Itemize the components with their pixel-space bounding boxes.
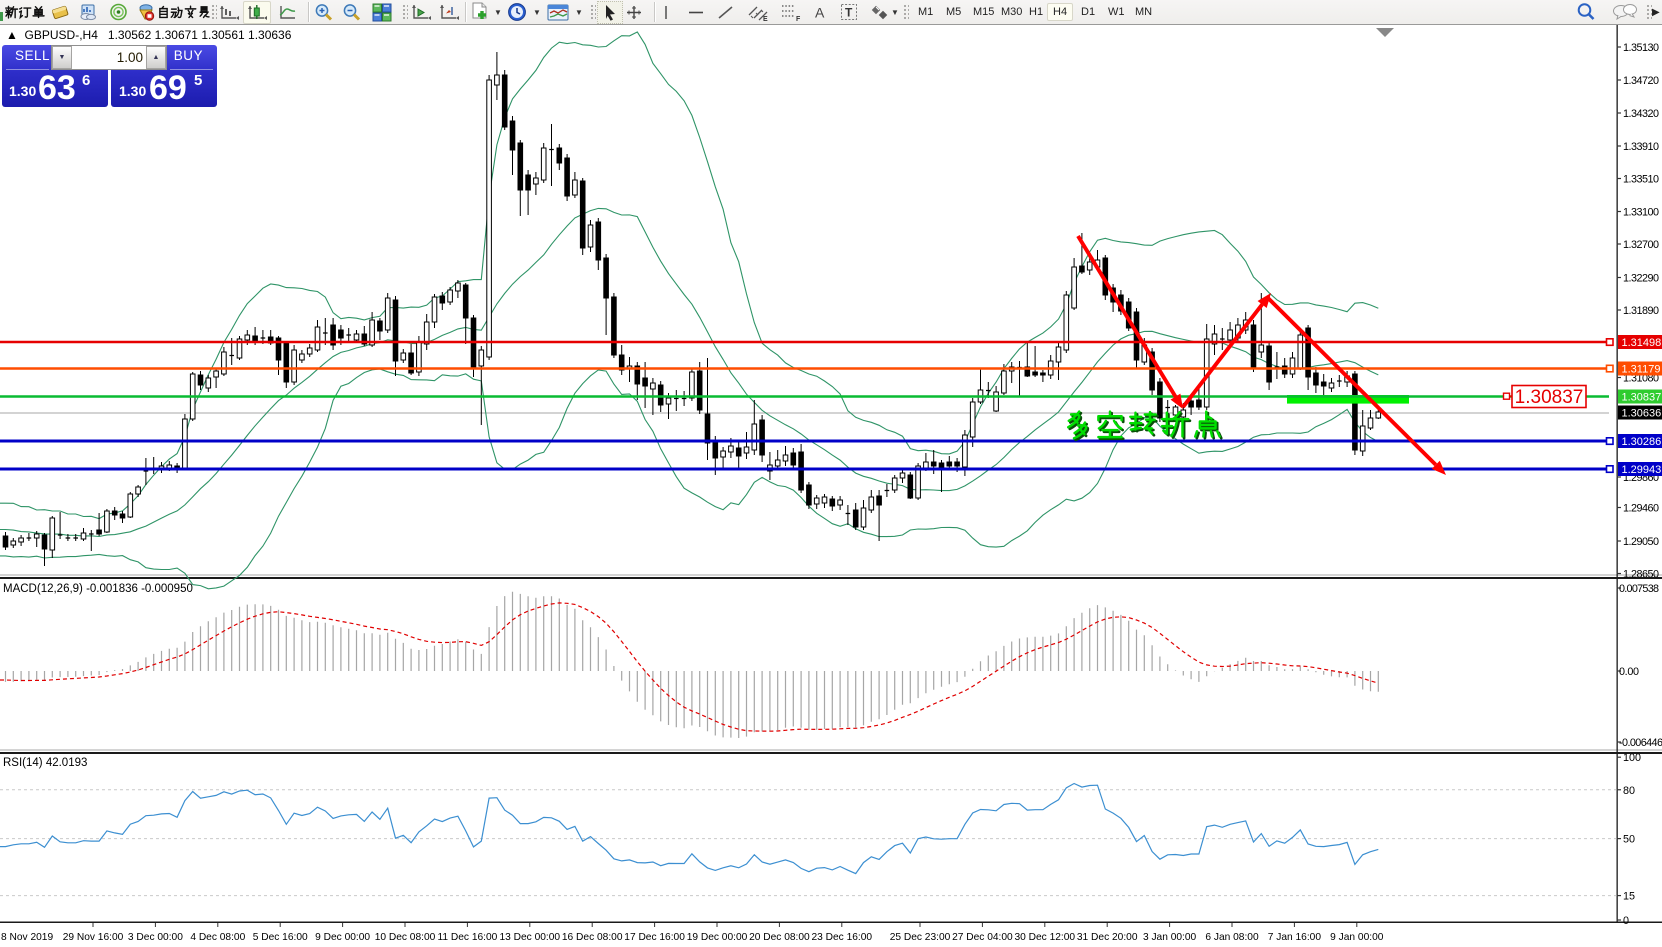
svg-text:1.30837: 1.30837 — [1622, 392, 1662, 404]
svg-text:3 Jan 00:00: 3 Jan 00:00 — [1143, 932, 1197, 943]
svg-text:1.29050: 1.29050 — [1623, 536, 1659, 548]
svg-text:3 Dec 00:00: 3 Dec 00:00 — [128, 932, 183, 943]
svg-text:1.34320: 1.34320 — [1623, 108, 1659, 120]
svg-text:1.32290: 1.32290 — [1623, 273, 1659, 285]
svg-text:F: F — [796, 16, 801, 22]
svg-text:0.00: 0.00 — [1619, 666, 1639, 678]
svg-text:5 Dec 16:00: 5 Dec 16:00 — [253, 932, 308, 943]
svg-text:T: T — [845, 6, 853, 20]
svg-text:1.29943: 1.29943 — [1622, 464, 1662, 476]
svg-text:50: 50 — [1623, 834, 1635, 846]
svg-text:29 Nov 16:00: 29 Nov 16:00 — [63, 932, 124, 943]
svg-text:MACD(12,26,9) -0.001836 -0.000: MACD(12,26,9) -0.001836 -0.000950 — [3, 583, 193, 595]
svg-text:31 Dec 20:00: 31 Dec 20:00 — [1077, 932, 1138, 943]
svg-text:10 Dec 08:00: 10 Dec 08:00 — [375, 932, 436, 943]
svg-text:16 Dec 08:00: 16 Dec 08:00 — [562, 932, 623, 943]
svg-text:1.30837: 1.30837 — [1515, 387, 1584, 408]
svg-text:1.31179: 1.31179 — [1622, 364, 1661, 376]
svg-text:1.29460: 1.29460 — [1623, 503, 1659, 515]
svg-text:4 Dec 08:00: 4 Dec 08:00 — [190, 932, 245, 943]
svg-text:1.34720: 1.34720 — [1623, 75, 1659, 87]
svg-text:7 Jan 16:00: 7 Jan 16:00 — [1268, 932, 1322, 943]
svg-text:13 Dec 00:00: 13 Dec 00:00 — [499, 932, 560, 943]
svg-text:E: E — [763, 16, 768, 22]
svg-text:1.33510: 1.33510 — [1623, 174, 1659, 186]
svg-text:1.33910: 1.33910 — [1623, 141, 1659, 153]
svg-text:27 Dec 04:00: 27 Dec 04:00 — [952, 932, 1013, 943]
svg-text:A: A — [815, 4, 825, 20]
svg-text:15: 15 — [1623, 891, 1635, 903]
svg-text:80: 80 — [1623, 785, 1635, 797]
svg-text:1.30636: 1.30636 — [1622, 408, 1662, 420]
svg-text:1.32700: 1.32700 — [1623, 239, 1659, 251]
svg-text:1.28650: 1.28650 — [1623, 569, 1659, 581]
svg-text:1.31498: 1.31498 — [1622, 337, 1662, 349]
svg-text:23 Dec 16:00: 23 Dec 16:00 — [811, 932, 872, 943]
svg-text:1.31890: 1.31890 — [1623, 305, 1659, 317]
svg-text:25 Dec 23:00: 25 Dec 23:00 — [890, 932, 951, 943]
svg-text:100: 100 — [1623, 752, 1641, 764]
svg-text:11 Dec 16:00: 11 Dec 16:00 — [437, 932, 497, 943]
svg-text:-0.006446: -0.006446 — [1619, 737, 1662, 749]
svg-text:20 Dec 08:00: 20 Dec 08:00 — [749, 932, 810, 943]
svg-text:19 Dec 00:00: 19 Dec 00:00 — [687, 932, 748, 943]
svg-text:30 Dec 12:00: 30 Dec 12:00 — [1014, 932, 1075, 943]
svg-text:0: 0 — [1623, 915, 1629, 927]
svg-text:8 Nov 2019: 8 Nov 2019 — [1, 932, 53, 943]
svg-text:17 Dec 16:00: 17 Dec 16:00 — [624, 932, 685, 943]
svg-text:1.33100: 1.33100 — [1623, 207, 1659, 219]
svg-text:9 Dec 00:00: 9 Dec 00:00 — [315, 932, 370, 943]
svg-text:9 Jan 00:00: 9 Jan 00:00 — [1330, 932, 1384, 943]
svg-text:0.007538: 0.007538 — [1619, 583, 1659, 595]
svg-text:1.30286: 1.30286 — [1622, 436, 1662, 448]
svg-text:RSI(14) 42.0193: RSI(14) 42.0193 — [3, 757, 87, 769]
svg-text:6 Jan 08:00: 6 Jan 08:00 — [1205, 932, 1259, 943]
svg-text:1.35130: 1.35130 — [1623, 42, 1659, 54]
